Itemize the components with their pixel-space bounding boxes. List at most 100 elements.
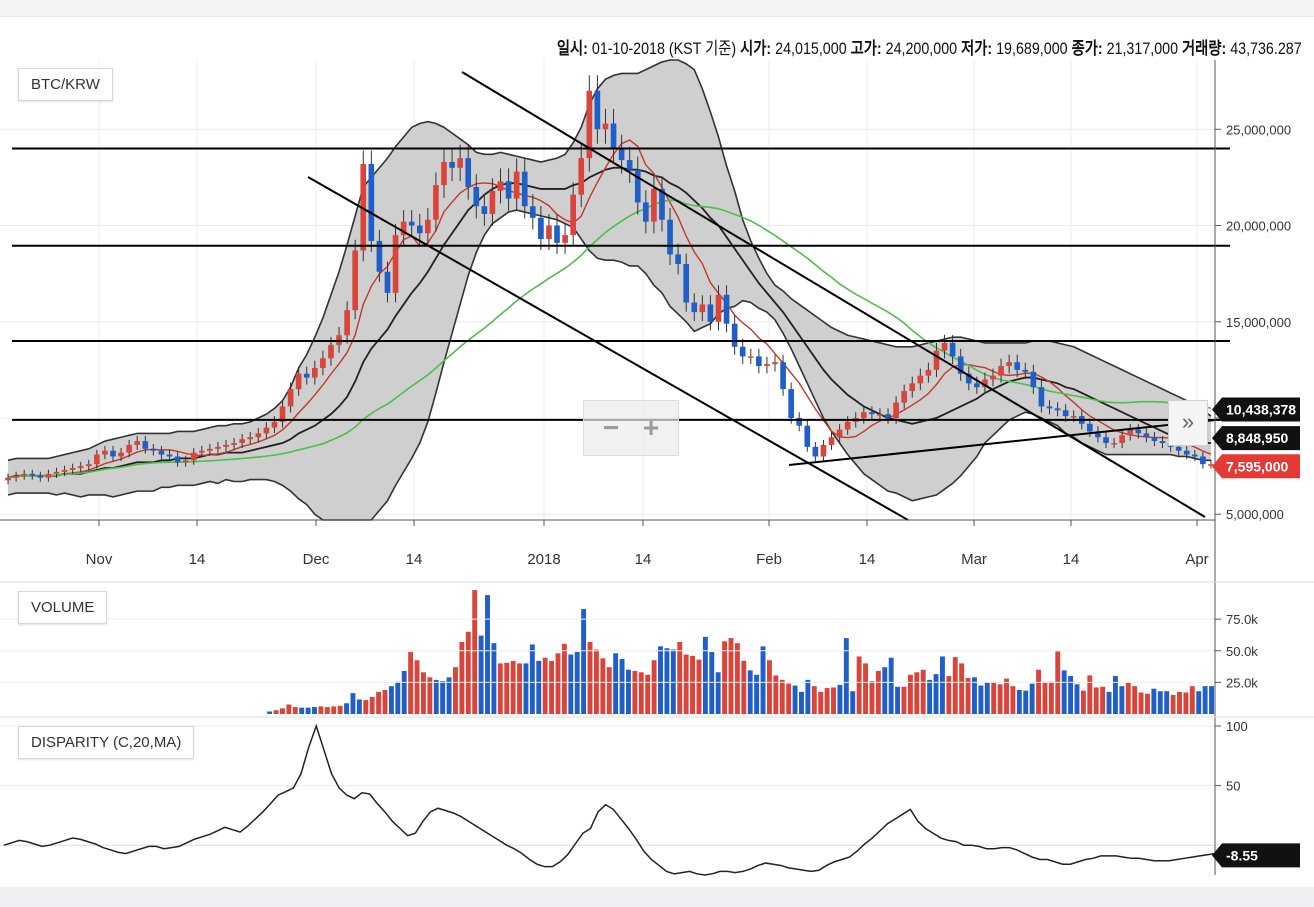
ohlc-info-line: 일시: 01-10-2018 (KST 기준) 시가: 24,015,000 고… <box>557 34 1302 59</box>
volume-bar <box>1145 693 1150 714</box>
volume-bar <box>786 683 792 714</box>
candle-body <box>295 373 302 390</box>
volume-bar <box>1170 695 1176 714</box>
volume-panel-label: VOLUME <box>18 591 108 624</box>
candle-body <box>933 350 940 370</box>
zoom-control: − + <box>583 400 679 456</box>
scroll-right-button[interactable]: » <box>1168 400 1208 446</box>
volume-bar <box>907 674 913 714</box>
volume-bar <box>1061 670 1067 714</box>
volume-bar <box>638 672 644 714</box>
volume-bar <box>696 659 702 714</box>
volume-bar <box>1202 686 1208 714</box>
volume-bar <box>1119 686 1125 714</box>
volume-bar <box>555 653 561 714</box>
volume-bar <box>690 655 695 714</box>
candle-body <box>142 441 149 449</box>
volume-bar <box>632 671 638 714</box>
x-tick-label: 14 <box>635 551 652 568</box>
disparity-line-path <box>3 723 1216 876</box>
candle-body <box>1046 406 1053 409</box>
open-label: 시가: <box>740 39 772 58</box>
candle-body <box>376 240 383 272</box>
candle-body <box>416 225 423 234</box>
volume-bar <box>1093 687 1099 714</box>
volume-bar <box>1132 686 1138 714</box>
candle-body <box>909 383 916 392</box>
volume-bar <box>1074 684 1080 714</box>
x-tick-label: Feb <box>756 551 782 568</box>
candle-body <box>844 421 851 430</box>
candle-body <box>780 362 786 390</box>
volume-bar <box>517 663 522 714</box>
long-moving-average-line <box>7 199 1212 479</box>
candle-body <box>320 358 326 368</box>
volume-bar <box>1087 675 1093 714</box>
volume-bar <box>831 687 836 714</box>
candle-body <box>691 302 698 313</box>
candle-body <box>1038 387 1045 407</box>
volume-bar <box>299 707 305 714</box>
volume-bar <box>324 707 330 714</box>
candle-body <box>683 264 690 303</box>
volume-bar <box>754 674 760 714</box>
candle-body <box>1119 435 1125 444</box>
low-value: 19,689,000 <box>996 39 1068 58</box>
volume-bar <box>856 656 862 714</box>
candle-body <box>820 444 827 457</box>
candle-body <box>150 448 157 451</box>
candle-body <box>1022 369 1029 372</box>
candle-body <box>1143 433 1150 438</box>
volume-bar <box>837 684 843 714</box>
zoom-in-button[interactable]: + <box>642 412 660 443</box>
candle-body <box>901 391 908 403</box>
candle-body <box>869 412 875 415</box>
volume-bar <box>523 663 529 714</box>
candle-body <box>408 221 415 226</box>
candle-body <box>400 221 407 236</box>
candle-body <box>538 217 544 239</box>
candle-body <box>441 162 447 186</box>
volume-value: 43,736.287 <box>1230 39 1302 58</box>
volume-bar <box>1042 682 1048 714</box>
volume-bar <box>933 674 939 714</box>
volume-bar <box>709 652 715 714</box>
candle-body <box>772 362 778 365</box>
volume-bar <box>363 700 369 714</box>
candle-body <box>384 271 391 293</box>
volume-bar <box>901 686 907 714</box>
volume-bar <box>510 660 516 714</box>
volume-bar <box>536 660 542 714</box>
disparity-value-badge-shape <box>1212 843 1300 868</box>
volume-bar <box>939 656 945 714</box>
volume-bar <box>1004 678 1009 714</box>
candle-body <box>207 448 213 451</box>
candle-body <box>877 414 883 416</box>
volume-bar <box>350 693 356 714</box>
candle-body <box>756 356 762 367</box>
volume-bar <box>805 679 811 714</box>
volume-bar <box>619 658 625 714</box>
x-tick-label: Nov <box>86 551 113 568</box>
last-price-badge-upper-shape <box>1212 397 1300 422</box>
candle-body <box>1006 362 1012 367</box>
candle-body <box>723 294 730 324</box>
volume-bar <box>312 707 317 714</box>
last-price-badge-current-shape <box>1212 454 1300 479</box>
candle-body <box>586 90 593 159</box>
high-value: 24,200,000 <box>885 39 958 58</box>
zoom-out-button[interactable]: − <box>602 412 620 443</box>
candle-body <box>675 254 681 265</box>
volume-bar <box>991 682 997 714</box>
volume-bar <box>356 699 362 714</box>
volume-bar <box>1151 688 1157 714</box>
y-tick-label: 5,000,000 <box>1226 507 1284 522</box>
volume-bar <box>280 708 285 714</box>
x-tick-label: 14 <box>1063 551 1080 568</box>
close-label: 종가: <box>1071 39 1103 58</box>
volume-bar <box>1100 686 1106 714</box>
volume-bar <box>613 653 619 714</box>
candle-body <box>190 452 197 461</box>
candle-body <box>182 460 189 463</box>
